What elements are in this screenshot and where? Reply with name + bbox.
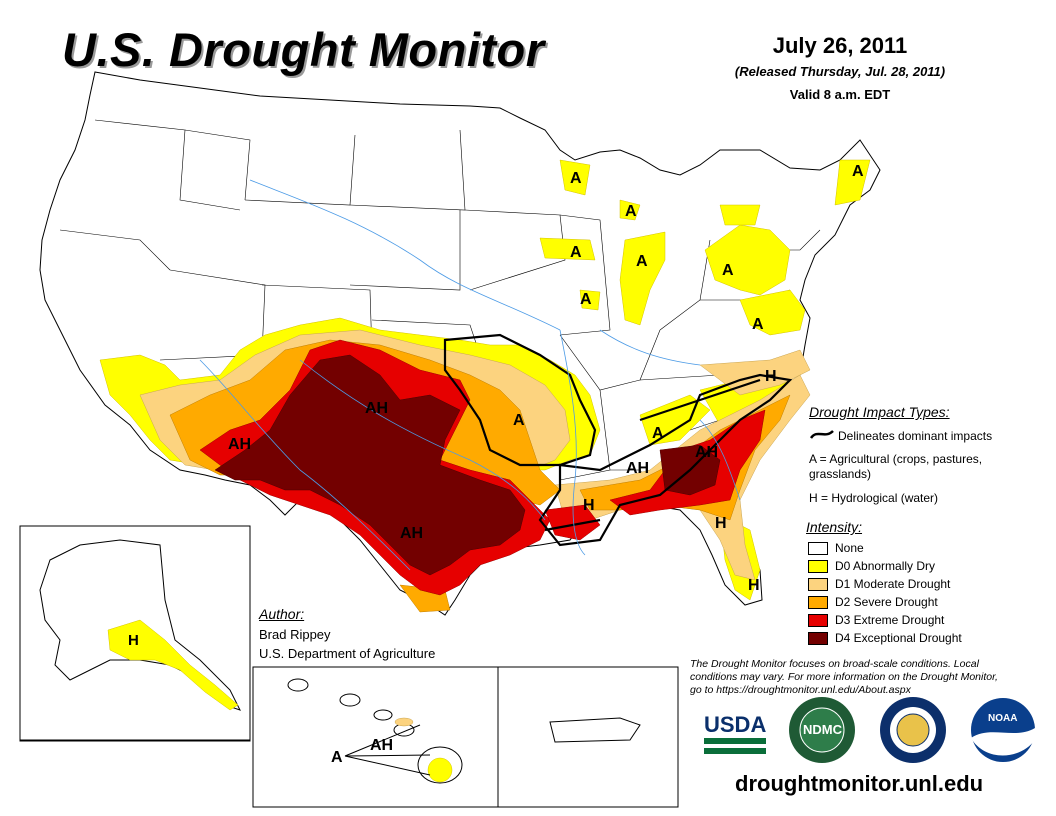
website-link[interactable]: droughtmonitor.unl.edu (735, 771, 984, 796)
map-label: A (331, 749, 343, 766)
ndmc-logo-text: NDMC (803, 722, 842, 737)
release-date: (Released Thursday, Jul. 28, 2011) (734, 64, 946, 79)
legend-label: None (835, 541, 864, 555)
legend-swatch (808, 613, 828, 627)
impact-line-label: Delineates dominant impacts (838, 429, 993, 443)
map-label: A (625, 203, 637, 220)
legend-item-d1: D1 Moderate Drought (808, 576, 950, 592)
page-title: U.S. Drought Monitor (62, 23, 545, 76)
map-label: A (852, 163, 864, 180)
map-label: H (128, 632, 139, 649)
map-label: A (570, 170, 582, 187)
legend-item-d4: D4 Exceptional Drought (808, 630, 962, 646)
map-label: A (570, 244, 582, 261)
intensity-legend-title: Intensity: (806, 519, 863, 535)
noaa-logo (971, 698, 1035, 762)
usda-logo-text: USDA (704, 712, 767, 737)
legend-label: D2 Severe Drought (835, 595, 938, 609)
map-label: A (722, 262, 734, 279)
map-label: A (580, 291, 592, 308)
puerto-rico-outline (549, 717, 641, 743)
impact-agricultural-label: A = Agricultural (crops, pastures, grass… (809, 452, 983, 481)
map-label: A (752, 316, 764, 333)
disclaimer-text: The Drought Monitor focuses on broad-sca… (690, 658, 998, 696)
author-org: U.S. Department of Agriculture (259, 646, 436, 661)
map-label: AH (365, 400, 389, 417)
commerce-seal (880, 697, 946, 763)
map-label: AH (626, 460, 650, 477)
map-label: H (765, 368, 777, 385)
usda-logo (704, 738, 766, 754)
hawaii-pointer-lines (344, 724, 431, 776)
legend-item-d0: D0 Abnormally Dry (808, 558, 935, 574)
legend-item-none: None (808, 540, 864, 556)
legend-swatch (808, 559, 828, 573)
impact-legend-title: Drought Impact Types: (809, 404, 950, 420)
legend-item-d3: D3 Extreme Drought (808, 612, 944, 628)
legend-swatch (808, 631, 828, 645)
impact-boundaries (443, 333, 793, 547)
impact-hydrological-label: H = Hydrological (water) (809, 491, 939, 505)
legend-swatch (808, 541, 828, 555)
map-date: July 26, 2011 (772, 33, 908, 58)
map-label: H (583, 497, 595, 514)
map-label: AH (228, 436, 252, 453)
map-label: H (748, 577, 760, 594)
ndmc-logo (789, 697, 855, 763)
map-label: AH (695, 444, 719, 461)
map-label: H (715, 515, 727, 532)
map-label: A (636, 253, 648, 270)
valid-time: Valid 8 a.m. EDT (789, 87, 891, 102)
legend-label: D1 Moderate Drought (835, 577, 951, 591)
legend-label: D0 Abnormally Dry (835, 559, 936, 573)
legend-label: D4 Exceptional Drought (835, 631, 962, 645)
legend-label: D3 Extreme Drought (835, 613, 945, 627)
map-label: A (652, 425, 664, 442)
map-label: AH (370, 737, 394, 754)
rivers (199, 179, 741, 571)
legend-swatch (808, 595, 828, 609)
legend-swatch (808, 577, 828, 591)
map-label: A (513, 412, 525, 429)
legend-item-d2: D2 Severe Drought (808, 594, 938, 610)
noaa-logo-text: NOAA (988, 713, 1018, 724)
map-label: AH (400, 525, 424, 542)
author-name: Brad Rippey (259, 627, 331, 642)
impact-line-icon (809, 430, 834, 439)
author-title: Author: (259, 606, 305, 622)
alaska-d0-area (107, 619, 239, 711)
